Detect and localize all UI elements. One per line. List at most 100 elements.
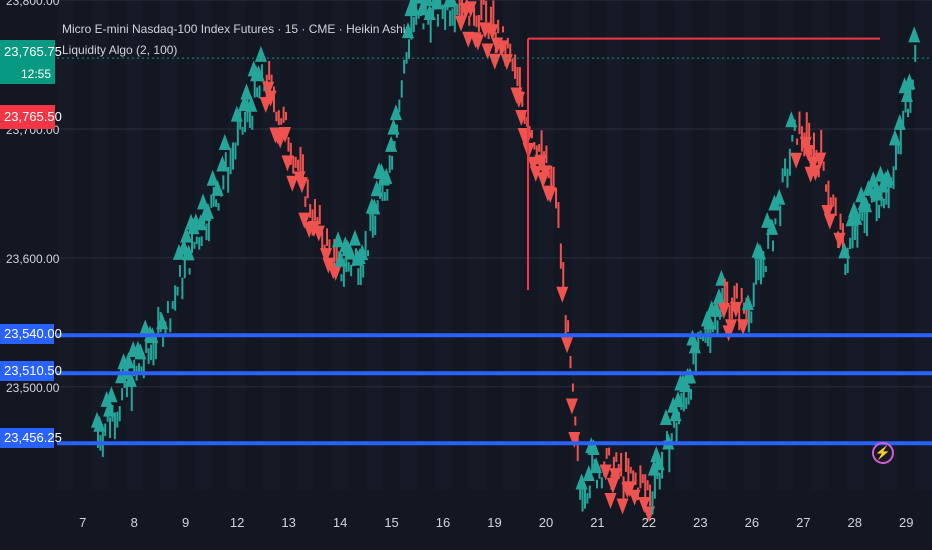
candle <box>340 274 343 282</box>
candle <box>304 196 307 207</box>
candle <box>759 256 762 285</box>
candle <box>907 108 910 118</box>
candle <box>224 152 227 170</box>
candle <box>256 87 259 98</box>
buy-signal-marker <box>389 104 402 121</box>
candle <box>894 142 897 171</box>
candle <box>909 87 912 113</box>
candle <box>887 183 890 209</box>
candle <box>379 179 382 199</box>
candle <box>716 320 719 336</box>
candle <box>750 311 753 324</box>
candle <box>687 384 690 405</box>
candle <box>858 208 861 219</box>
candle <box>335 246 338 262</box>
candle <box>822 161 825 171</box>
candle <box>825 184 828 192</box>
candle <box>97 429 99 448</box>
candle <box>393 140 396 151</box>
candle <box>899 127 902 155</box>
candle <box>764 265 767 273</box>
candle <box>591 455 594 474</box>
candle <box>885 191 888 205</box>
candle <box>518 67 521 95</box>
candle <box>350 264 353 277</box>
candle <box>473 7 476 26</box>
buy-signal-marker <box>773 188 786 205</box>
candle <box>367 250 370 257</box>
candle <box>571 383 574 392</box>
candle <box>542 151 545 172</box>
candle <box>820 129 823 154</box>
candle <box>579 482 582 500</box>
candle <box>805 112 808 140</box>
candle <box>188 268 191 275</box>
candle <box>109 417 112 439</box>
candle <box>829 197 832 208</box>
candle <box>412 17 415 33</box>
candle <box>692 348 695 365</box>
candle <box>386 188 389 201</box>
candle <box>275 111 278 122</box>
candle <box>222 175 225 190</box>
sell-signal-marker <box>821 204 834 221</box>
candle <box>497 19 500 34</box>
candle <box>142 357 145 379</box>
candle <box>227 166 230 193</box>
candle <box>169 318 172 333</box>
candle <box>152 342 155 366</box>
candle <box>523 110 526 125</box>
candle <box>726 281 729 306</box>
candle <box>890 177 893 188</box>
candle <box>639 465 642 489</box>
candle <box>682 390 685 412</box>
candle <box>369 206 372 232</box>
candle <box>258 85 261 99</box>
candle <box>451 8 454 26</box>
x-tick-label: 19 <box>487 515 501 530</box>
candle <box>514 54 517 79</box>
x-tick-label: 15 <box>384 515 398 530</box>
candle <box>448 10 451 27</box>
candle <box>557 201 560 228</box>
buy-signal-marker <box>197 193 210 210</box>
candle <box>465 0 468 3</box>
x-tick-label: 14 <box>333 515 347 530</box>
candle <box>116 411 119 428</box>
candle <box>569 356 572 369</box>
candle <box>333 239 336 266</box>
candle <box>511 58 514 72</box>
candle <box>779 205 782 227</box>
candle <box>608 447 611 456</box>
candle <box>342 259 345 287</box>
candle <box>791 134 794 142</box>
candle <box>118 406 121 422</box>
candle <box>326 228 329 246</box>
candle <box>181 277 184 300</box>
candle <box>747 309 750 333</box>
candle <box>658 472 661 490</box>
candle <box>861 205 864 221</box>
x-tick-label: 12 <box>230 515 244 530</box>
buy-signal-marker <box>582 464 595 481</box>
session-band <box>571 0 589 490</box>
candle <box>299 146 302 174</box>
candle <box>547 170 550 179</box>
candle <box>268 61 271 81</box>
candle <box>287 137 290 152</box>
candle <box>562 261 565 290</box>
session-band <box>159 0 178 490</box>
indicator-legend[interactable]: Liquidity Algo (2, 100) <box>62 43 178 57</box>
session-band <box>125 0 143 490</box>
candle <box>487 25 490 40</box>
chart-title: Micro E-mini Nasdaq-100 Index Futures · … <box>62 22 406 36</box>
candle <box>832 194 835 207</box>
candle <box>468 15 471 26</box>
candle <box>280 118 283 125</box>
candle <box>555 187 558 209</box>
candle <box>694 353 697 376</box>
sell-signal-marker <box>486 24 499 41</box>
lightning-icon[interactable]: ⚡ <box>872 442 894 464</box>
